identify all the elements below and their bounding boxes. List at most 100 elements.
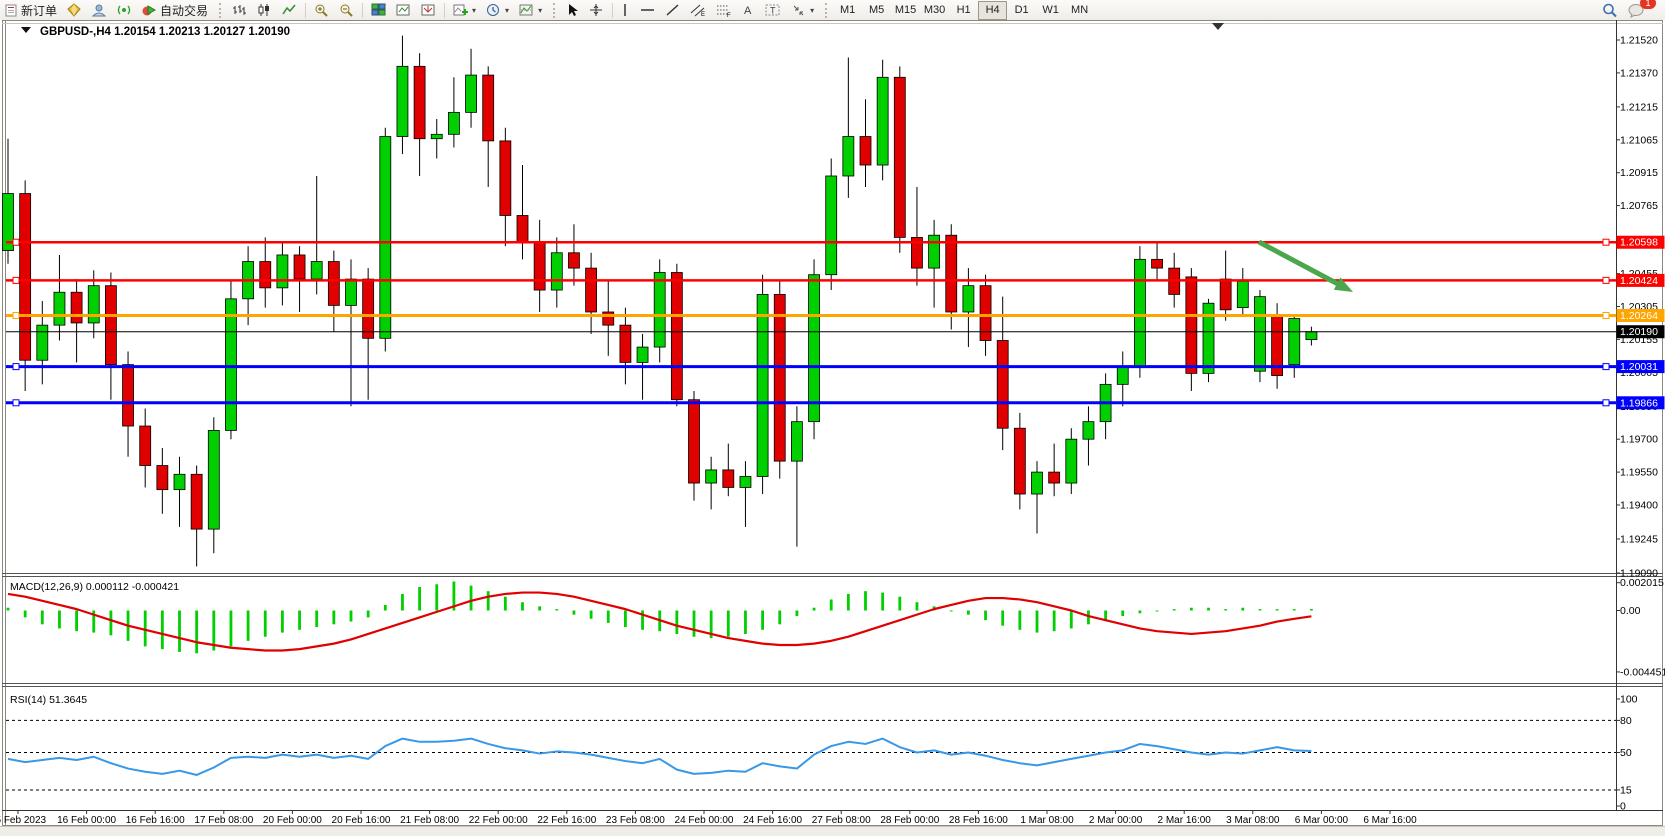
macd-histogram-bar [109,610,113,636]
hline-handle[interactable] [1602,399,1610,407]
chart-canvas[interactable]: 1.21520 1.21370 1.21215 1.21065 1.20915 1.207… [0,20,1665,836]
crystal-button[interactable] [62,0,87,20]
hline-1.19866[interactable] [6,399,1616,407]
hline-1.20424[interactable] [6,276,1616,284]
auto-arrange-button[interactable] [391,0,416,20]
chart-window[interactable]: 1.21520 1.21370 1.21215 1.21065 1.20915 1.207… [0,20,1665,836]
hline-handle[interactable] [12,311,20,319]
timeframe-h1[interactable]: H1 [956,3,971,16]
hline-1.20598[interactable] [6,238,1616,246]
collapse-triangle-icon[interactable] [21,27,31,33]
hline-handle[interactable] [1602,363,1610,371]
macd-histogram-bar [486,591,490,611]
zoom-in-button[interactable] [309,0,334,20]
arrange-windows-button[interactable] [416,0,441,20]
candle-down [859,136,872,166]
macd-histogram-bar [778,610,782,625]
toolbar-separator [444,2,446,18]
toolbar-separator [305,2,307,18]
rsi-line [7,737,1312,776]
timeframe-d1[interactable]: D1 [1014,3,1029,16]
hline-1.20031[interactable] [6,363,1616,371]
macd-histogram-bar [401,593,404,611]
chart-shift-marker[interactable] [1212,23,1224,30]
fibonacci-tool-button[interactable]: F [711,0,737,20]
line-chart-button[interactable] [277,0,302,20]
macd-histogram-bar [1052,610,1056,632]
candle-down [1013,427,1026,495]
text-label-tool-button[interactable]: T [760,0,786,20]
macd-histogram-bar [435,584,439,611]
new-order-icon [5,4,18,17]
candle-down [105,285,117,366]
profile-button[interactable] [87,0,112,20]
indicators-icon [453,3,469,17]
hline-handle[interactable] [12,276,20,284]
timeframe-w1[interactable]: W1 [1042,3,1059,16]
vertical-line-tool-button[interactable] [616,0,635,20]
time-tick-label: 24 Feb 16:00 [743,815,802,826]
trendline-icon [665,3,680,17]
trendline-tool-button[interactable] [660,0,685,20]
macd-histogram-bar [298,610,301,630]
price-label-1.19866: 1.19866 [1616,396,1665,410]
hline-1.20264[interactable] [6,311,1616,319]
channel-icon: E [690,3,706,17]
timeframe-m30[interactable]: M30 [923,3,946,16]
macd-histogram-bar [1172,609,1176,611]
timeframe-m15[interactable]: M15 [894,3,917,16]
candle-down [482,74,495,142]
candle-down [585,267,597,313]
timeframe-m1[interactable]: M1 [839,3,856,16]
chevron-down-icon: ▾ [505,5,510,15]
candle-up [876,76,889,166]
svg-text:A: A [744,5,752,17]
trend-arrow-annotation[interactable] [1257,239,1353,292]
channel-tool-button[interactable]: E [685,0,711,20]
timeframe-m5[interactable]: M5 [868,3,885,16]
macd-histogram-bar [503,596,507,611]
bar-chart-button[interactable] [227,0,252,20]
search-button[interactable] [1597,0,1623,20]
timeframe-mn[interactable]: MN [1071,3,1089,16]
time-tick-label: 6 Mar 16:00 [1363,815,1417,826]
signal-button[interactable] [112,0,137,20]
templates-button[interactable]: ▾ [514,0,547,20]
zoom-out-icon [339,3,354,17]
macd-histogram-bar [881,592,885,611]
arrows-tool-button[interactable]: ▾ [786,0,819,20]
periods-button[interactable]: ▾ [481,0,514,20]
hline-handle[interactable] [1602,238,1610,246]
arrow-shaft[interactable] [1257,239,1344,289]
hline-handle[interactable] [12,238,20,246]
horizontal-line-tool-button[interactable] [635,0,660,20]
macd-histogram-bar [1189,607,1193,611]
cursor-tool-button[interactable] [561,0,584,20]
auto-trading-button[interactable]: 自动交易 [137,0,213,20]
price-label-1.20031: 1.20031 [1616,360,1665,374]
candle-down [70,291,83,324]
tile-windows-button[interactable] [366,0,391,20]
hline-handle[interactable] [1602,276,1610,284]
crosshair-tool-button[interactable] [584,0,609,20]
rsi-axis-label: 100 [1620,694,1638,706]
candlestick-button[interactable] [252,0,277,20]
macd-histogram-bar [846,593,850,611]
hline-handle[interactable] [12,363,20,371]
candle-up [808,274,820,423]
zoom-out-button[interactable] [334,0,359,20]
timeframe-h4[interactable]: H4 [978,0,1008,20]
macd-histogram-bar [1104,610,1107,621]
profile-icon [92,3,107,17]
notifications-button[interactable]: 1 [1623,0,1656,20]
text-tool-button[interactable]: A [737,0,760,20]
indicators-button[interactable]: ▾ [448,0,481,20]
macd-histogram-bar [709,610,713,639]
time-tick-label: 22 Feb 00:00 [469,815,528,826]
hline-handle[interactable] [1602,311,1610,319]
candle-down [327,261,340,306]
autotrading-icon [142,3,157,17]
new-order-button[interactable]: 新订单 [0,0,62,20]
hline-handle[interactable] [12,399,20,407]
time-tick-label: 27 Feb 08:00 [812,815,871,826]
